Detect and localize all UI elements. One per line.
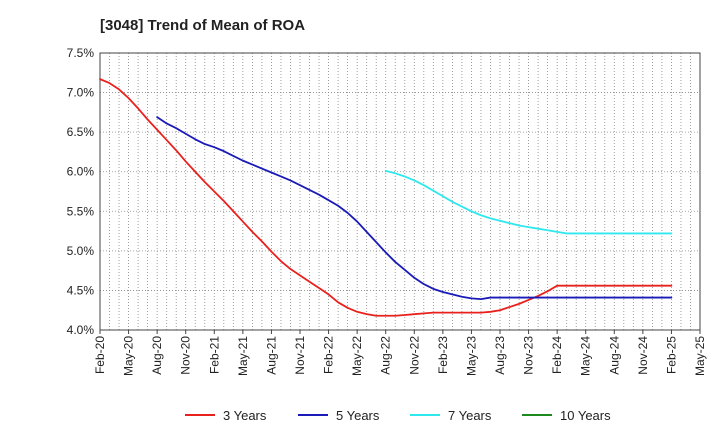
series-line-5-years	[156, 116, 673, 301]
x-tick-label: Nov-24	[636, 336, 650, 375]
plot-frame	[99, 52, 701, 331]
horizontal-gridlines	[100, 92, 700, 291]
legend-label-5-years: 5 Years	[336, 408, 380, 423]
x-tick-label: Aug-22	[379, 336, 393, 375]
series-line-3-years	[99, 78, 673, 317]
x-tick-label: May-23	[464, 336, 478, 376]
x-tick-label: May-24	[579, 336, 593, 376]
x-tick-label: May-25	[693, 336, 707, 376]
x-tick-label: May-20	[122, 336, 136, 376]
y-tick-label: 6.0%	[67, 165, 95, 179]
chart-title: [3048] Trend of Mean of ROA	[100, 17, 305, 34]
x-tick-label: Aug-21	[264, 336, 278, 375]
series-line-7-years	[384, 170, 673, 235]
x-tick-label: Feb-22	[322, 336, 336, 374]
y-tick-label: 6.5%	[67, 125, 95, 139]
x-tick-label: May-21	[236, 336, 250, 376]
y-tick-label: 7.5%	[67, 46, 95, 60]
legend-label-3-years: 3 Years	[223, 408, 267, 423]
x-tick-label: Nov-21	[293, 336, 307, 375]
x-tick-label: Feb-20	[93, 336, 107, 374]
x-tick-label: Feb-24	[550, 336, 564, 374]
x-tick-label: Aug-24	[607, 336, 621, 375]
x-tick-label: Feb-25	[664, 336, 678, 374]
y-tick-label: 7.0%	[67, 86, 95, 100]
legend-label-7-years: 7 Years	[448, 408, 492, 423]
y-tick-label: 4.5%	[67, 283, 95, 297]
legend: 3 Years 5 Years 7 Years 10 Years	[185, 408, 611, 423]
x-tick-label: Nov-22	[407, 336, 421, 375]
plot-area	[100, 53, 700, 330]
x-tick-label: Aug-23	[493, 336, 507, 375]
x-tick-label: May-22	[350, 336, 364, 376]
y-tick-label: 5.5%	[67, 204, 95, 218]
series-lines	[99, 78, 673, 317]
x-tick-label: Aug-20	[150, 336, 164, 375]
x-tick-label: Nov-20	[179, 336, 193, 375]
y-tick-label: 5.0%	[67, 244, 95, 258]
x-tick-label: Feb-21	[207, 336, 221, 374]
legend-label-10-years: 10 Years	[560, 408, 611, 423]
y-tick-label: 4.0%	[67, 323, 95, 337]
x-tick-label: Feb-23	[436, 336, 450, 374]
y-axis: 4.0% 4.5% 5.0% 5.5% 6.0% 6.5% 7.0% 7.5%	[67, 46, 95, 337]
x-tick-label: Nov-23	[522, 336, 536, 375]
x-axis: Feb-20 May-20 Aug-20 Nov-20 Feb-21 May-21 Aug-…	[93, 330, 707, 376]
vertical-gridlines	[109, 53, 691, 330]
